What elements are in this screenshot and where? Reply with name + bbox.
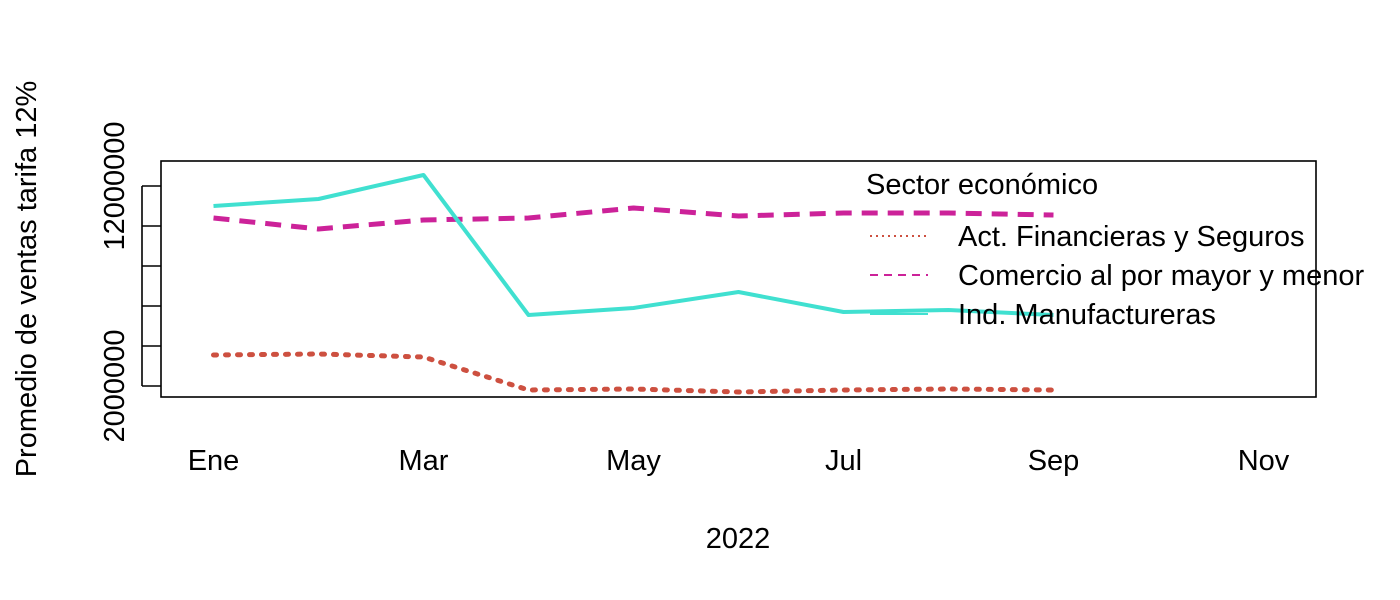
legend-label: Act. Financieras y Seguros xyxy=(958,221,1305,253)
legend-label: Comercio al por mayor y menor xyxy=(958,260,1364,292)
x-tick-label: Sep xyxy=(1028,445,1080,477)
x-axis: Ene Mar May Jul Sep Nov xyxy=(188,445,1290,477)
x-tick-label: Mar xyxy=(399,445,449,477)
x-tick-label: Nov xyxy=(1238,445,1290,477)
x-tick-label: May xyxy=(606,445,661,477)
y-tick-label: 12000000 xyxy=(99,121,131,250)
x-tick-label: Jul xyxy=(825,445,862,477)
y-axis-title: Promedio de ventas tarifa 12% xyxy=(11,81,43,478)
x-tick-label: Ene xyxy=(188,445,240,477)
series-line-act-financieras-y-seguros xyxy=(211,351,1056,395)
legend: Sector económico Act. Financieras y Segu… xyxy=(866,169,1364,331)
legend-title: Sector económico xyxy=(866,169,1098,201)
series-layer xyxy=(211,173,1056,395)
legend-label: Ind. Manufactureras xyxy=(958,299,1216,331)
plot-box xyxy=(160,160,1317,398)
y-axis: 2000000 12000000 xyxy=(99,121,161,442)
y-tick-label: 2000000 xyxy=(99,330,131,443)
x-axis-title: 2022 xyxy=(706,523,771,555)
series-line-ind-manufactureras xyxy=(213,173,1054,317)
series-line-comercio-al-por-mayor-y-menor xyxy=(213,205,1054,232)
